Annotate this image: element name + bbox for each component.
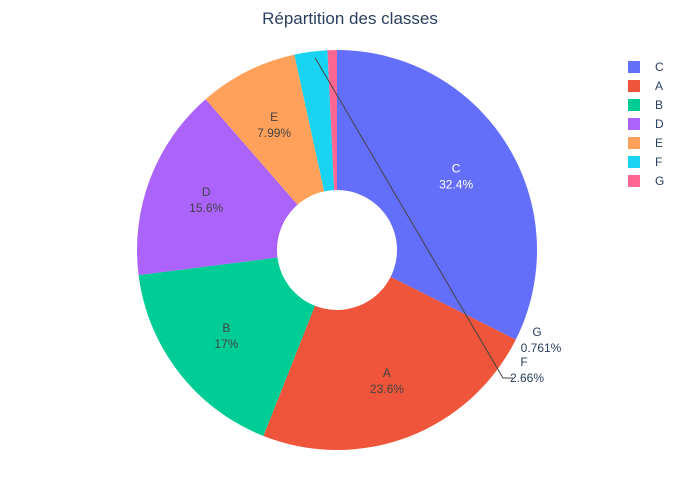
slice-category-label-d: D: [202, 185, 211, 199]
legend-swatch: [628, 136, 640, 149]
chart-title: Répartition des classes: [262, 9, 438, 28]
slice-labels: C 32.4% A 23.6% B 17% D 15.6% E 7.99% F 2.66% G 0.761…: [189, 57, 562, 396]
slice-value-label-c: 32.4%: [439, 177, 473, 191]
pie-slice-f[interactable]: [294, 50, 335, 192]
legend-swatch: [628, 117, 640, 130]
pie-slice-g[interactable]: [327, 50, 337, 191]
legend-item-c[interactable]: C: [628, 57, 688, 76]
slice-value-label-e: 7.99%: [257, 126, 291, 140]
pie-slice-b[interactable]: [138, 257, 315, 436]
slice-value-label-a: 23.6%: [370, 382, 404, 396]
legend-item-b[interactable]: B: [628, 95, 688, 114]
pie-slices: [137, 50, 537, 450]
legend-label: B: [655, 97, 664, 112]
pie-slice-a[interactable]: [263, 276, 516, 450]
legend-swatch: [628, 174, 640, 187]
slice-category-label-f: F: [520, 355, 527, 369]
pie-slice-d[interactable]: [137, 99, 298, 276]
legend-item-g[interactable]: G: [628, 171, 688, 190]
legend-item-a[interactable]: A: [628, 76, 688, 95]
pie-slice-c[interactable]: [337, 50, 537, 340]
legend-item-d[interactable]: D: [628, 114, 688, 133]
slice-category-label-b: B: [222, 321, 230, 335]
legend-swatch: [628, 155, 640, 168]
slice-value-label-g: 0.761%: [521, 341, 562, 355]
legend-label: F: [655, 154, 663, 169]
slice-category-label-a: A: [383, 366, 391, 380]
legend-label: G: [655, 173, 665, 188]
slice-value-label-b: 17%: [214, 337, 238, 351]
pie-slice-e[interactable]: [205, 54, 325, 205]
slice-category-label-g: G: [532, 325, 541, 339]
slice-value-label-f: 2.66%: [510, 371, 544, 385]
legend-item-f[interactable]: F: [628, 152, 688, 171]
legend-item-e[interactable]: E: [628, 133, 688, 152]
leader-line-f: [314, 57, 513, 379]
slice-category-label-e: E: [270, 110, 278, 124]
legend-label: E: [655, 135, 664, 150]
slice-value-label-d: 15.6%: [189, 201, 223, 215]
legend-swatch: [628, 79, 640, 92]
slice-category-label-c: C: [452, 161, 461, 175]
legend-swatch: [628, 98, 640, 111]
legend-label: A: [655, 78, 664, 93]
legend-label: C: [655, 59, 664, 74]
legend-swatch: [628, 60, 640, 73]
legend-label: D: [655, 116, 664, 131]
